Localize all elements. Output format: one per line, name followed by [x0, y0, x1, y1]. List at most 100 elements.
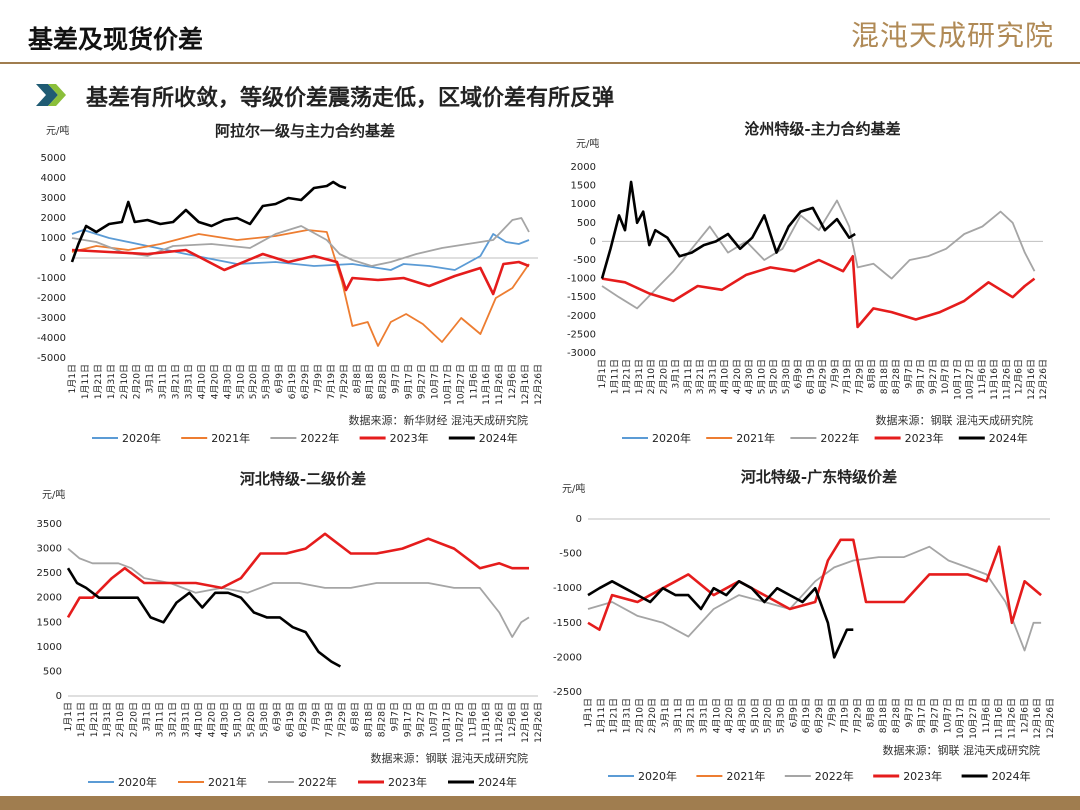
- y-tick-label: 2000: [37, 593, 62, 604]
- x-tick-label: 8月28日: [891, 698, 902, 733]
- x-tick-label: 2月20日: [128, 702, 139, 737]
- x-tick-label: 10月7日: [429, 702, 440, 737]
- legend-label: 2020年: [122, 431, 161, 445]
- x-tick-label: 2月10日: [646, 359, 657, 394]
- x-tick-label: 11月6日: [468, 702, 479, 737]
- x-tick-label: 11月16日: [989, 359, 1000, 400]
- x-tick-label: 11月16日: [481, 364, 492, 405]
- x-tick-label: 10月7日: [942, 698, 953, 733]
- x-tick-label: 5月20日: [248, 364, 259, 399]
- x-tick-label: 12月26日: [1038, 359, 1049, 400]
- x-tick-label: 3月31日: [699, 698, 710, 733]
- x-tick-label: 9月17日: [916, 359, 927, 394]
- x-tick-label: 4月30日: [220, 702, 231, 737]
- x-tick-label: 1月11日: [609, 359, 620, 394]
- x-tick-label: 1月31日: [102, 702, 113, 737]
- x-tick-label: 12月6日: [507, 702, 518, 737]
- x-tick-label: 5月20日: [246, 702, 257, 737]
- legend-label: 2020年: [652, 431, 691, 445]
- x-tick-label: 4月20日: [732, 359, 743, 394]
- x-tick-label: 4月20日: [724, 698, 735, 733]
- series-line-s2022: [601, 199, 1036, 310]
- x-tick-label: 1月1日: [63, 702, 74, 731]
- x-tick-label: 2月10日: [115, 702, 126, 737]
- x-tick-label: 6月29日: [814, 698, 825, 733]
- unit-label: 元/吨: [576, 137, 599, 150]
- x-tick-label: 10月17日: [952, 359, 963, 400]
- x-tick-label: 1月21日: [93, 364, 104, 399]
- x-tick-label: 12月6日: [1014, 359, 1025, 394]
- series-line-s2024: [66, 567, 342, 668]
- footer-bar: [0, 796, 1080, 810]
- chart-panel-2: 沧州特级-主力合约基差 元/吨 -3000 -2500 -2000 -1500 -1000 -…: [540, 112, 1080, 450]
- legend-label: 2022年: [820, 431, 859, 445]
- x-tick-label: 1月31日: [634, 359, 645, 394]
- x-tick-label: 5月20日: [769, 359, 780, 394]
- x-tick-label: 12月26日: [1045, 698, 1056, 739]
- series-line-s2024: [587, 580, 854, 659]
- x-tick-label: 7月9日: [827, 698, 838, 727]
- x-tick-label: 5月30日: [776, 698, 787, 733]
- x-tick-label: 10月7日: [429, 364, 440, 399]
- x-tick-label: 10月27日: [455, 702, 466, 743]
- legend-label: 2022年: [815, 769, 854, 783]
- x-tick-label: 9月17日: [917, 698, 928, 733]
- legend-label: 2023年: [903, 769, 942, 783]
- unit-label: 元/吨: [42, 488, 65, 501]
- x-tick-label: 8月18日: [879, 359, 890, 394]
- y-tick-label: 0: [60, 253, 66, 264]
- x-tick-label: 7月9日: [311, 702, 322, 731]
- legend-label: 2024年: [989, 431, 1028, 445]
- x-tick-label: 6月9日: [274, 364, 285, 393]
- y-tick-label: -500: [559, 549, 582, 560]
- x-tick-label: 9月27日: [930, 698, 941, 733]
- x-tick-label: 6月9日: [272, 702, 283, 731]
- y-tick-label: 2000: [571, 162, 596, 173]
- x-tick-label: 10月27日: [968, 698, 979, 739]
- subtitle: 基差有所收敛，等级价差震荡走低，区域价差有所反弹: [86, 85, 615, 111]
- y-tick-label: -2500: [553, 687, 582, 698]
- x-tick-label: 3月11日: [158, 364, 169, 399]
- x-tick-label: 5月10日: [235, 364, 246, 399]
- chart-title: 河北特级-二级价差: [240, 470, 366, 488]
- y-tick-label: 0: [590, 236, 596, 247]
- chart-aral-basis: 阿拉尔一级与主力合约基差 元/吨 -5000 -4000 -3000 -2000 -1000…: [37, 122, 544, 445]
- header: 基差及现货价差 混沌天成研究院: [0, 0, 1080, 64]
- chart-panel-1: 阿拉尔一级与主力合约基差 元/吨 -5000 -4000 -3000 -2000 -1000…: [10, 112, 550, 450]
- x-tick-label: 3月1日: [141, 702, 152, 731]
- x-tick-label: 7月29日: [854, 359, 865, 394]
- x-tick-label: 8月28日: [891, 359, 902, 394]
- chart-title: 沧州特级-主力合约基差: [744, 120, 900, 138]
- x-tick-label: 5月30日: [259, 702, 270, 737]
- x-tick-label: 8月28日: [378, 364, 389, 399]
- series-line-s2024: [70, 180, 347, 263]
- series-line-s2021: [71, 229, 530, 347]
- series-line-s2020: [71, 229, 530, 271]
- series-line-s2023: [66, 532, 529, 619]
- y-tick-label: 3500: [37, 519, 62, 530]
- x-tick-label: 3月21日: [171, 364, 182, 399]
- x-tick-label: 8月28日: [376, 702, 387, 737]
- y-tick-label: 3000: [37, 544, 62, 555]
- x-tick-label: 9月7日: [389, 702, 400, 731]
- y-tick-label: 1000: [37, 642, 62, 653]
- unit-label: 元/吨: [562, 482, 585, 495]
- header-divider: [0, 62, 1080, 64]
- x-tick-label: 11月16日: [481, 702, 492, 743]
- legend-label: 2023年: [390, 431, 429, 445]
- x-tick-label: 3月1日: [671, 359, 682, 388]
- x-tick-label: 10月17日: [955, 698, 966, 739]
- x-tick-label: 6月19日: [805, 359, 816, 394]
- y-tick-label: -2500: [567, 329, 596, 340]
- legend-label: 2021年: [208, 775, 247, 789]
- legend-label: 2020年: [638, 769, 677, 783]
- brand-logo: 混沌天成研究院: [850, 19, 1054, 52]
- x-tick-label: 4月10日: [711, 698, 722, 733]
- x-tick-label: 2月20日: [132, 364, 143, 399]
- y-tick-label: 4000: [41, 173, 66, 184]
- series-line-s2022: [67, 547, 530, 638]
- y-tick-label: -3000: [37, 313, 66, 324]
- y-tick-label: 0: [576, 514, 582, 525]
- x-tick-label: 6月29日: [300, 364, 311, 399]
- x-tick-label: 8月8日: [352, 364, 363, 393]
